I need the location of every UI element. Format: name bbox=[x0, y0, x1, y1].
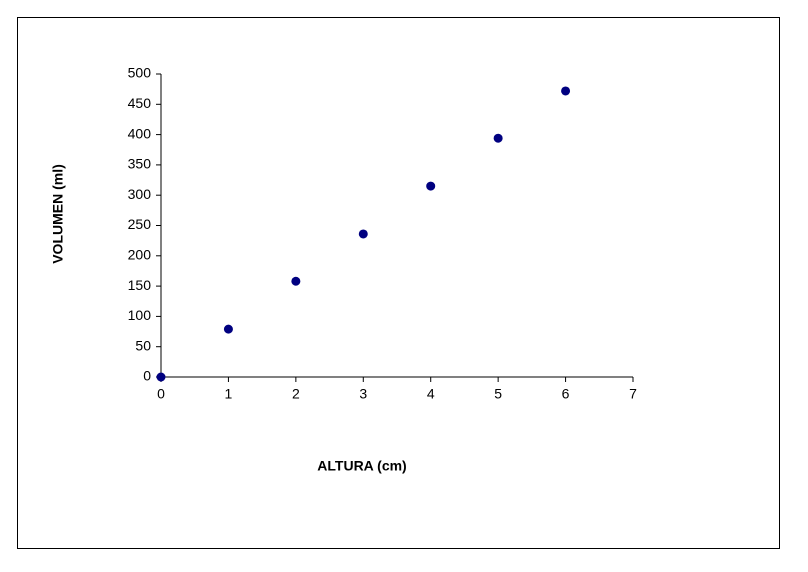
x-tick-label: 4 bbox=[427, 386, 435, 402]
y-tick-label: 300 bbox=[128, 186, 152, 202]
y-axis-title: VOLUMEN (ml) bbox=[50, 164, 66, 264]
y-tick-label: 250 bbox=[128, 216, 152, 232]
x-tick-label: 7 bbox=[629, 386, 637, 402]
y-tick-label: 50 bbox=[135, 337, 151, 353]
y-tick-label: 0 bbox=[143, 368, 151, 384]
point bbox=[426, 181, 436, 191]
x-axis-title: ALTURA (cm) bbox=[317, 458, 406, 474]
point bbox=[561, 86, 571, 96]
x-tick-label: 5 bbox=[494, 386, 502, 402]
y-tick-label: 350 bbox=[128, 156, 152, 172]
y-tick-label: 500 bbox=[128, 65, 152, 81]
y-tick-label: 200 bbox=[128, 247, 152, 263]
y-tick-label: 400 bbox=[128, 125, 152, 141]
point bbox=[291, 276, 301, 286]
x-tick-label: 6 bbox=[562, 386, 570, 402]
x-tick-label: 1 bbox=[225, 386, 233, 402]
x-tick-label: 3 bbox=[359, 386, 367, 402]
point bbox=[493, 133, 503, 143]
y-tick-label: 150 bbox=[128, 277, 152, 293]
chart-frame bbox=[17, 17, 780, 549]
point bbox=[358, 229, 368, 239]
y-tick-label: 450 bbox=[128, 95, 152, 111]
point bbox=[223, 324, 233, 334]
y-tick-label: 100 bbox=[128, 307, 152, 323]
point bbox=[156, 372, 166, 382]
x-tick-label: 0 bbox=[157, 386, 165, 402]
x-tick-label: 2 bbox=[292, 386, 300, 402]
